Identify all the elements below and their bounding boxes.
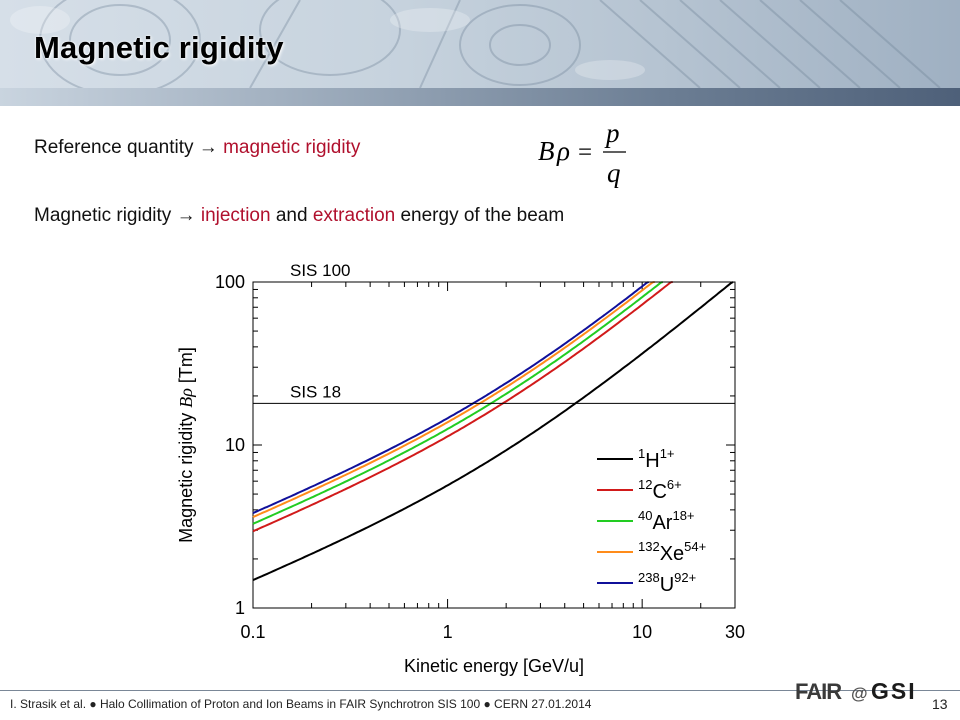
series-ar-curve	[252, 281, 664, 525]
legend-mass-number: 12	[638, 477, 652, 492]
formula-equals: =	[578, 139, 592, 166]
y-tick-label: 1	[235, 598, 245, 618]
legend-element: H	[645, 450, 659, 472]
legend-mass-number: 1	[638, 446, 645, 461]
legend-label-u: 238U92+	[638, 570, 696, 596]
formula-denominator: q	[607, 158, 621, 188]
footer-divider	[0, 690, 960, 691]
y-axis-label-suffix: [Tm]	[176, 347, 196, 388]
line2-and: and	[275, 205, 308, 226]
slide-title: Magnetic rigidity	[34, 30, 284, 65]
legend-charge: 1+	[660, 446, 675, 461]
header-banner	[0, 0, 960, 88]
logo-fair-text: FAIR	[795, 679, 842, 704]
x-tick-label: 0.1	[240, 622, 265, 642]
series-c-curve	[252, 281, 673, 533]
formula-rho: ρ	[556, 136, 570, 166]
x-tick-label: 1	[443, 622, 453, 642]
machine-photo-background	[10, 0, 941, 88]
legend-label-c: 12C6+	[638, 477, 682, 503]
line2-prefix: Magnetic rigidity	[34, 205, 172, 226]
formula-b: B	[538, 136, 555, 166]
legend-label-xe: 132Xe54+	[638, 539, 706, 565]
logo-at-text: @	[851, 684, 868, 703]
series-xe-curve	[252, 281, 655, 519]
footer-text: I. Strasik et al. ● Halo Collimation of …	[10, 697, 592, 711]
legend-element: Ar	[652, 512, 672, 534]
reference-lines: SIS 100 SIS 18	[253, 261, 735, 404]
legend-element: Xe	[660, 543, 684, 565]
legend-label-h: 1H1+	[638, 446, 675, 472]
line1-arrow: →	[198, 137, 218, 158]
legend-element: U	[660, 574, 674, 596]
series-u-curve	[252, 281, 650, 515]
reference-line-label: SIS 18	[290, 382, 341, 401]
formula-numerator: p	[604, 120, 620, 148]
line1-highlight: magnetic rigidity	[223, 137, 361, 158]
y-tick-label: 10	[225, 435, 245, 455]
x-tick-label: 30	[725, 622, 745, 642]
injection-extraction-line: Magnetic rigidity → injection and extrac…	[34, 205, 564, 227]
series-curves	[252, 281, 734, 582]
legend-element: C	[652, 481, 666, 503]
legend: 1H1+ 12C6+ 40Ar18+ 132Xe54+ 238U92+	[597, 446, 706, 596]
legend-charge: 6+	[667, 477, 682, 492]
y-axis-label-b: B	[176, 397, 196, 408]
line2-suffix: energy of the beam	[400, 205, 565, 226]
x-tick-label: 10	[632, 622, 652, 642]
axis-ticks: 0.1 1 10 30 1 10 100	[215, 272, 745, 642]
legend-mass-number: 40	[638, 508, 652, 523]
legend-charge: 54+	[684, 539, 706, 554]
legend-mass-number: 132	[638, 539, 660, 554]
rigidity-formula: B ρ = p q	[538, 120, 626, 188]
legend-mass-number: 238	[638, 570, 660, 585]
legend-label-ar: 40Ar18+	[638, 508, 695, 534]
y-axis-label-prefix: Magnetic rigidity	[176, 408, 196, 543]
legend-charge: 92+	[674, 570, 696, 585]
reference-line-label: SIS 100	[290, 261, 351, 280]
series-h-curve	[252, 281, 734, 582]
header-strip	[0, 88, 960, 106]
fair-gsi-logo: FAIR @ GSI	[795, 678, 917, 704]
y-axis-label: Magnetic rigidity Bρ [Tm]	[176, 347, 196, 543]
line2-extraction: extraction	[312, 205, 396, 226]
x-axis-label: Kinetic energy [GeV/u]	[404, 656, 584, 676]
page-number: 13	[932, 696, 948, 712]
line2-arrow: →	[176, 205, 196, 226]
line2-injection: injection	[200, 205, 271, 226]
logo-gsi-text: GSI	[871, 678, 917, 704]
legend-charge: 18+	[672, 508, 694, 523]
reference-quantity-line: Reference quantity → magnetic rigidity	[34, 137, 360, 159]
y-axis-label-rho: ρ	[176, 388, 196, 398]
line1-prefix: Reference quantity	[34, 137, 194, 158]
y-tick-label: 100	[215, 272, 245, 292]
